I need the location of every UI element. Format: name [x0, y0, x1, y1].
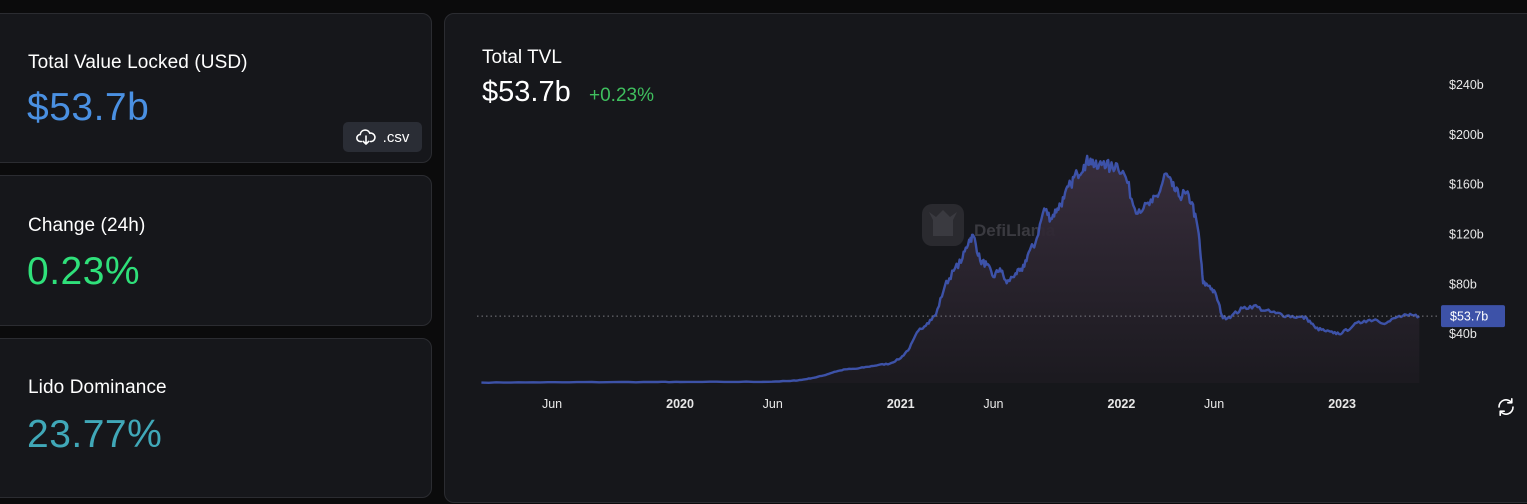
y-tick-label: $80b — [1449, 277, 1477, 291]
x-tick-label: 2021 — [887, 397, 915, 411]
csv-button-label: .csv — [382, 128, 410, 146]
y-tick-label: $40b — [1449, 327, 1477, 341]
dominance-value: 23.77% — [27, 413, 163, 456]
tvl-area — [481, 155, 1420, 383]
current-price-label: $53.7b — [1450, 310, 1488, 324]
x-tick-label: 2020 — [666, 397, 694, 411]
refresh-icon — [1498, 398, 1514, 416]
dominance-label: Lido Dominance — [28, 377, 167, 398]
change-card: Change (24h) 0.23% — [0, 175, 432, 326]
tvl-line — [481, 154, 1420, 384]
x-tick-label: Jun — [1204, 397, 1224, 411]
tvl-chart-card: DefiLlama $40b $80b $120b $160b $200b $240b J… — [444, 13, 1527, 503]
y-tick-label: $120b — [1449, 227, 1484, 241]
tvl-card: Total Value Locked (USD) $53.7b .csv — [0, 13, 432, 163]
x-tick-label: Jun — [542, 397, 562, 411]
y-tick-label: $240b — [1449, 78, 1484, 92]
chart-title: Total TVL — [482, 47, 562, 68]
change-value: 0.23% — [27, 250, 141, 293]
y-tick-label: $160b — [1449, 178, 1484, 192]
x-tick-label: 2022 — [1108, 397, 1136, 411]
x-tick-label: Jun — [763, 397, 783, 411]
refresh-chart-button[interactable] — [1498, 398, 1514, 416]
download-csv-button[interactable]: .csv — [343, 122, 422, 152]
defillama-watermark: DefiLlama — [922, 204, 1056, 246]
y-tick-label: $200b — [1449, 128, 1484, 142]
chart-change: +0.23% — [589, 85, 654, 106]
current-price-tag: $53.7b — [1441, 305, 1505, 328]
tvl-value: $53.7b — [27, 86, 150, 129]
chart-current-value: $53.7b — [482, 76, 571, 108]
watermark-text: DefiLlama — [974, 221, 1056, 240]
tvl-chart[interactable]: DefiLlama $40b $80b $120b $160b $200b $240b J… — [445, 14, 1527, 504]
change-label: Change (24h) — [28, 215, 146, 236]
dominance-card: Lido Dominance 23.77% — [0, 338, 432, 498]
tvl-label: Total Value Locked (USD) — [28, 52, 248, 73]
x-tick-label: Jun — [983, 397, 1003, 411]
x-tick-label: 2023 — [1328, 397, 1356, 411]
cloud-download-icon — [355, 129, 376, 145]
